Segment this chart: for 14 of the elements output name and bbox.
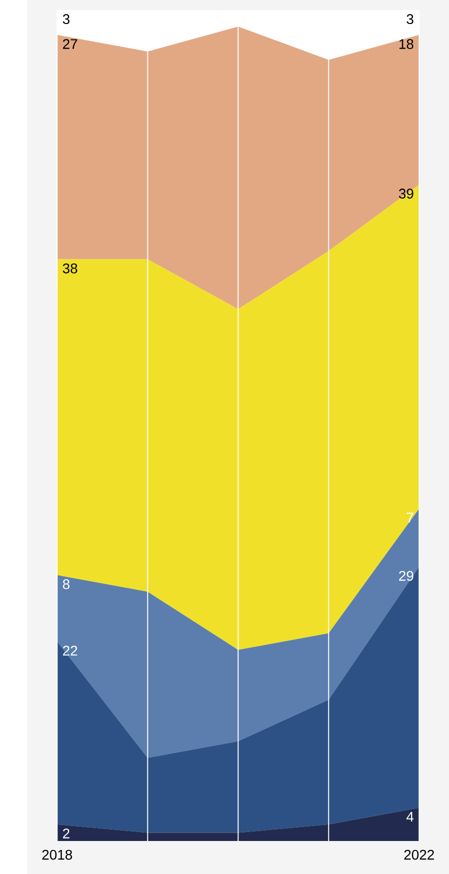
data-label: 39 — [398, 188, 414, 199]
data-label: 29 — [399, 570, 414, 581]
data-label: 3 — [406, 14, 414, 24]
x-tick-label: 2018 — [42, 850, 72, 860]
data-label: 22 — [62, 646, 78, 656]
data-label: 27 — [62, 39, 78, 49]
x-tick-label: 2022 — [404, 850, 434, 860]
data-label: 3 — [62, 14, 70, 24]
data-label: 2 — [62, 828, 70, 838]
data-label: 18 — [399, 39, 414, 49]
data-label: 8 — [62, 579, 70, 590]
data-label: 4 — [406, 812, 414, 822]
data-label: 7 — [406, 512, 414, 522]
data-label: 38 — [62, 263, 78, 274]
